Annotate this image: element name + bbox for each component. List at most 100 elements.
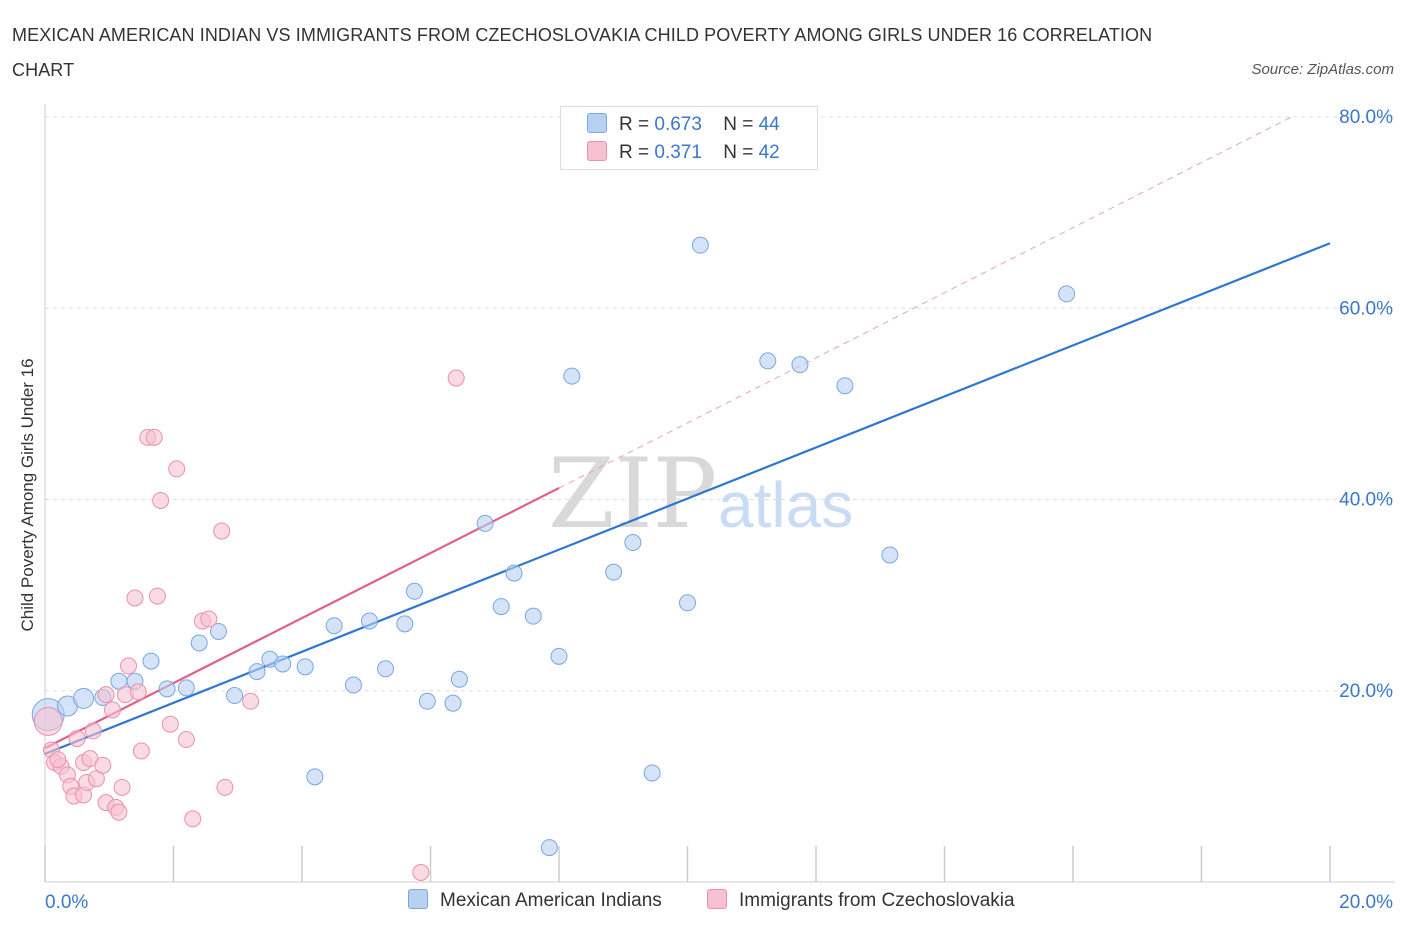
data-point-pink — [412, 863, 430, 881]
data-point-blue — [679, 594, 696, 612]
legend-n-label: N = — [723, 114, 759, 135]
y-tick-label: 40.0% — [1339, 490, 1393, 511]
data-point-pink — [129, 683, 147, 701]
data-point-pink — [161, 715, 179, 733]
bottom-legend-swatch-blue — [408, 889, 428, 909]
data-point-pink — [213, 522, 231, 540]
trend-line-pink — [44, 487, 560, 750]
legend-r-label: R = — [619, 142, 655, 163]
data-point-blue — [450, 670, 468, 688]
data-point-blue — [444, 694, 462, 712]
tick-labels: 20.0% 40.0% 60.0% 80.0% 0.0% 20.0% — [45, 107, 1393, 913]
bottom-legend-label: Immigrants from Czechoslovakia — [739, 890, 1015, 911]
data-point-blue — [759, 352, 777, 370]
data-point-blue — [624, 534, 642, 552]
source-label: Source: ZipAtlas.com — [1251, 61, 1394, 78]
data-point-blue — [396, 615, 414, 633]
data-point-blue — [563, 367, 581, 385]
legend-n-value: 42 — [758, 142, 780, 163]
data-point-blue — [209, 622, 227, 640]
data-point-blue — [226, 687, 244, 705]
data-point-blue — [836, 377, 854, 395]
data-point-blue — [190, 634, 208, 652]
series-immigrants-czechoslovakia — [33, 369, 465, 881]
bottom-legend-series1: Mexican American Indians — [408, 889, 662, 912]
data-point-pink — [126, 589, 144, 607]
data-point-blue — [550, 647, 568, 665]
y-axis-label: Child Poverty Among Girls Under 16 — [18, 358, 37, 632]
data-point-blue — [405, 582, 423, 600]
x-tick-label: 0.0% — [45, 892, 88, 913]
data-point-pink — [33, 706, 63, 736]
data-point-blue — [344, 676, 362, 694]
data-point-blue — [177, 679, 195, 697]
data-point-pink — [145, 428, 163, 446]
stats-legend: R = 0.673 N = 44 R = 0.371 N = 42 — [560, 106, 818, 170]
data-point-blue — [296, 658, 314, 676]
data-point-blue — [142, 652, 160, 670]
gridlines — [45, 116, 1395, 692]
data-point-pink — [84, 722, 102, 740]
data-point-pink — [113, 778, 131, 796]
data-point-pink — [94, 756, 112, 774]
data-point-pink — [49, 751, 67, 769]
data-point-pink — [242, 692, 260, 710]
legend-row-series2: R = 0.371 N = 42 — [587, 141, 780, 165]
bottom-legend-swatch-pink — [707, 889, 727, 909]
data-point-blue — [1058, 285, 1076, 303]
data-point-blue — [505, 564, 523, 582]
data-point-pink — [152, 491, 170, 509]
legend-r-label: R = — [619, 114, 655, 135]
data-point-blue — [73, 687, 95, 709]
x-tick-label: 20.0% — [1339, 892, 1393, 913]
data-point-pink — [132, 742, 150, 760]
legend-n-label: N = — [723, 142, 759, 163]
y-tick-label: 60.0% — [1339, 298, 1393, 319]
data-point-pink — [110, 803, 128, 821]
data-point-pink — [184, 810, 202, 828]
watermark-zip: ZIP — [548, 438, 717, 550]
legend-row-series1: R = 0.673 N = 44 — [587, 113, 780, 137]
data-point-pink — [168, 460, 186, 478]
data-point-blue — [605, 563, 623, 581]
data-point-pink — [200, 610, 218, 628]
data-point-pink — [103, 701, 121, 719]
bottom-legend-label: Mexican American Indians — [440, 890, 662, 911]
data-point-pink — [120, 657, 138, 675]
legend-swatch-pink — [587, 141, 607, 161]
data-point-pink — [97, 686, 115, 704]
data-point-pink — [148, 587, 166, 605]
chart-title: MEXICAN AMERICAN INDIAN VS IMMIGRANTS FR… — [12, 25, 1153, 80]
data-point-blue — [158, 680, 176, 698]
trend-line-blue — [44, 242, 1331, 755]
data-point-blue — [325, 617, 343, 635]
data-point-blue — [791, 356, 809, 374]
data-point-blue — [881, 546, 899, 564]
data-point-blue — [306, 768, 324, 786]
legend-r-value: 0.673 — [654, 114, 702, 135]
data-point-blue — [691, 236, 709, 254]
y-tick-label: 80.0% — [1339, 107, 1393, 128]
data-point-pink — [177, 731, 195, 749]
data-point-blue — [377, 660, 395, 678]
trend-lines — [44, 116, 1331, 755]
data-point-blue — [418, 692, 436, 710]
data-point-blue — [248, 663, 266, 681]
data-point-blue — [540, 839, 558, 857]
trend-line-pink-extended — [558, 116, 1292, 489]
y-tick-label: 20.0% — [1339, 681, 1393, 702]
data-point-blue — [274, 655, 292, 673]
data-point-pink — [447, 369, 465, 387]
data-point-blue — [643, 764, 661, 782]
bottom-legend-series2: Immigrants from Czechoslovakia — [707, 889, 1015, 912]
data-point-pink — [216, 778, 234, 796]
legend-swatch-blue — [587, 113, 607, 133]
data-point-blue — [492, 598, 510, 616]
watermark-atlas: atlas — [718, 469, 853, 541]
data-point-pink — [68, 730, 86, 748]
legend-r-value: 0.371 — [654, 142, 702, 163]
legend-n-value: 44 — [758, 114, 780, 135]
data-point-blue — [360, 612, 378, 630]
data-point-blue — [476, 514, 494, 532]
